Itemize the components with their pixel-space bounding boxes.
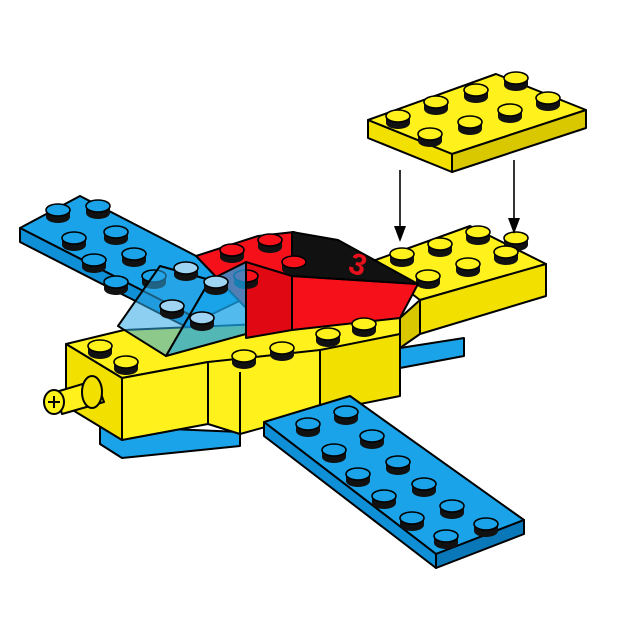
fuselage-front-studs [87,317,377,375]
new-plate-studs [385,71,561,147]
right-wing-plate [263,395,525,569]
stud-top [113,355,139,369]
axle-collar [81,375,103,409]
stud-top [351,317,377,331]
stud-top [173,261,199,275]
right-wing-studs [295,405,499,549]
stud-top [439,499,465,513]
propeller-axle [43,375,105,415]
stud-top [457,115,483,129]
stud-top [85,199,111,213]
stud-top [389,247,415,261]
fuselage-front-right [319,333,401,413]
stud-top [497,103,523,117]
stud-top [269,341,295,355]
stud-top [503,231,529,245]
stud-top [321,443,347,457]
stud-top [295,417,321,431]
stud-top [61,231,87,245]
stud-top [415,269,441,283]
rear-brick-studs [389,225,529,289]
tail-plate-new [367,71,587,173]
stud-top [159,299,185,313]
stud-top [371,489,397,503]
stud-top [433,529,459,543]
stud-top [81,253,107,267]
stud-top [219,243,245,257]
stud-top [423,95,449,109]
stud-top [45,203,71,217]
stud-top [417,127,443,141]
arrow-down-icon [508,160,520,234]
stud-top [473,517,499,531]
new-plate-side [451,109,587,173]
stud-top [257,233,283,247]
stud-top [203,275,229,289]
stud-top [189,311,215,325]
stud-top [315,327,341,341]
stud-top [359,429,385,443]
stud-top [103,275,129,289]
stud-top [281,255,307,269]
stud-top [87,339,113,353]
stud-top [535,91,561,105]
stud-top [385,109,411,123]
windscreen-studs [159,261,229,331]
stud-top [103,225,129,239]
stud-top [385,455,411,469]
stud-top [345,467,371,481]
stud-top [411,477,437,491]
stud-top [231,349,257,363]
stud-top [121,247,147,261]
stud-top [465,225,491,239]
cockpit-windscreen [117,261,247,357]
stud-top [503,71,529,85]
stud-top [455,257,481,271]
placement-arrows [394,160,520,242]
axle-cross-icon [48,396,60,408]
stud-top [333,405,359,419]
stud-top [463,83,489,97]
stud-top [493,245,519,259]
stud-top [427,237,453,251]
arrow-down-icon [394,170,406,242]
stud-top [399,511,425,525]
